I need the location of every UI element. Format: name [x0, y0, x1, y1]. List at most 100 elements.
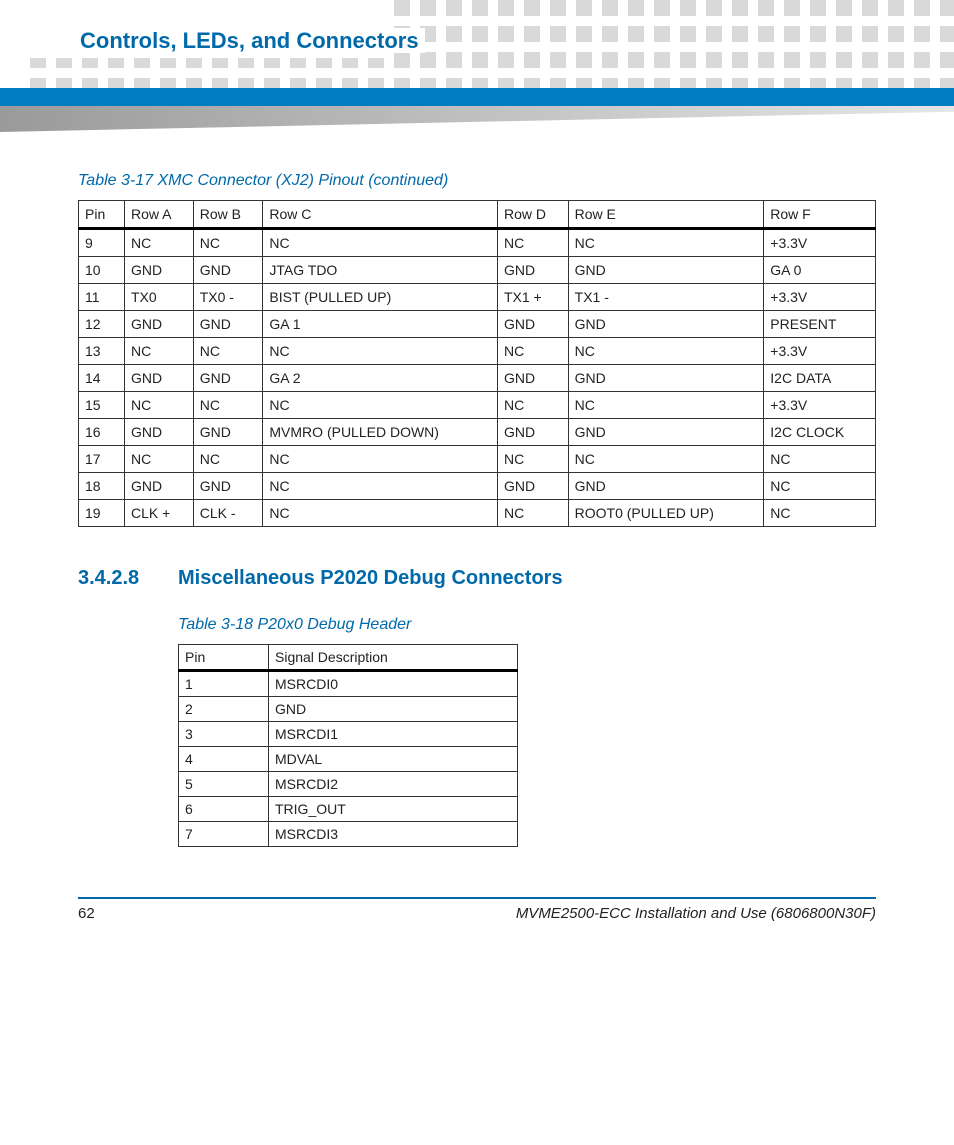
- table-cell: GND: [193, 473, 263, 500]
- table-cell: NC: [497, 392, 568, 419]
- table-header-cell: Row C: [263, 201, 498, 229]
- table-cell: GND: [125, 365, 194, 392]
- table-cell: 16: [79, 419, 125, 446]
- table-cell: GND: [193, 257, 263, 284]
- table-cell: TX0: [125, 284, 194, 311]
- table-cell: PRESENT: [764, 311, 876, 338]
- table-row: 19CLK +CLK -NCNCROOT0 (PULLED UP)NC: [79, 500, 876, 527]
- table-cell: GND: [497, 311, 568, 338]
- table-row: 10GNDGNDJTAG TDOGNDGNDGA 0: [79, 257, 876, 284]
- chapter-title-wrap: Controls, LEDs, and Connectors: [0, 0, 425, 58]
- table-row: 18GNDGNDNCGNDGNDNC: [79, 473, 876, 500]
- table-header-cell: Pin: [79, 201, 125, 229]
- table-cell: NC: [263, 229, 498, 257]
- table-row: 9NCNCNCNCNC+3.3V: [79, 229, 876, 257]
- table-cell: +3.3V: [764, 229, 876, 257]
- table-row: 6TRIG_OUT: [179, 797, 518, 822]
- table-header-row: PinSignal Description: [179, 645, 518, 671]
- table-cell: NC: [125, 446, 194, 473]
- table-cell: GND: [568, 419, 764, 446]
- table-cell: 10: [79, 257, 125, 284]
- table2-caption: Table 3-18 P20x0 Debug Header: [178, 616, 876, 634]
- table-cell: 1: [179, 671, 269, 697]
- table-cell: GND: [568, 365, 764, 392]
- table-cell: 15: [79, 392, 125, 419]
- table-cell: MSRCDI3: [269, 822, 518, 847]
- table-cell: NC: [568, 446, 764, 473]
- table-cell: GA 2: [263, 365, 498, 392]
- table-cell: GND: [193, 311, 263, 338]
- header-divider: [0, 88, 954, 132]
- table-cell: GND: [125, 311, 194, 338]
- table-cell: 12: [79, 311, 125, 338]
- table-row: 5MSRCDI2: [179, 772, 518, 797]
- table-cell: TX1 +: [497, 284, 568, 311]
- table-cell: TRIG_OUT: [269, 797, 518, 822]
- table-cell: 14: [79, 365, 125, 392]
- table-cell: BIST (PULLED UP): [263, 284, 498, 311]
- table-cell: GND: [497, 473, 568, 500]
- table-cell: TX0 -: [193, 284, 263, 311]
- table-cell: MSRCDI1: [269, 722, 518, 747]
- table-cell: GND: [125, 257, 194, 284]
- table-cell: I2C CLOCK: [764, 419, 876, 446]
- table-row: 11TX0TX0 -BIST (PULLED UP)TX1 +TX1 -+3.3…: [79, 284, 876, 311]
- table2-head: PinSignal Description: [179, 645, 518, 671]
- table-row: 13NCNCNCNCNC+3.3V: [79, 338, 876, 365]
- table-header-cell: Signal Description: [269, 645, 518, 671]
- table-cell: NC: [263, 392, 498, 419]
- table-cell: GND: [193, 365, 263, 392]
- blue-bar: [0, 88, 954, 106]
- table-cell: 19: [79, 500, 125, 527]
- table-cell: NC: [764, 500, 876, 527]
- footer-rule: [78, 897, 876, 899]
- table-cell: GND: [497, 419, 568, 446]
- table-cell: NC: [193, 446, 263, 473]
- table-cell: 2: [179, 697, 269, 722]
- table1-caption: Table 3-17 XMC Connector (XJ2) Pinout (c…: [78, 172, 876, 190]
- table-cell: MDVAL: [269, 747, 518, 772]
- table2-body: 1MSRCDI02GND3MSRCDI14MDVAL5MSRCDI26TRIG_…: [179, 671, 518, 847]
- table-cell: MSRCDI0: [269, 671, 518, 697]
- table-header-row: PinRow ARow BRow CRow DRow ERow F: [79, 201, 876, 229]
- table1-body: 9NCNCNCNCNC+3.3V10GNDGNDJTAG TDOGNDGNDGA…: [79, 229, 876, 527]
- table-row: 2GND: [179, 697, 518, 722]
- table-cell: +3.3V: [764, 338, 876, 365]
- table-cell: NC: [125, 338, 194, 365]
- table-row: 12GNDGNDGA 1GNDGNDPRESENT: [79, 311, 876, 338]
- table-cell: NC: [497, 500, 568, 527]
- table-cell: GND: [568, 257, 764, 284]
- section-heading: 3.4.2.8 Miscellaneous P2020 Debug Connec…: [78, 567, 876, 590]
- table-cell: +3.3V: [764, 284, 876, 311]
- table-cell: GND: [193, 419, 263, 446]
- page-footer: 62 MVME2500-ECC Installation and Use (68…: [78, 897, 876, 922]
- page-number: 62: [78, 905, 95, 922]
- table-cell: GND: [497, 365, 568, 392]
- table-cell: +3.3V: [764, 392, 876, 419]
- footer-line: 62 MVME2500-ECC Installation and Use (68…: [78, 905, 876, 922]
- table-cell: NC: [263, 446, 498, 473]
- table-row: 3MSRCDI1: [179, 722, 518, 747]
- table-row: 14GNDGNDGA 2GNDGNDI2C DATA: [79, 365, 876, 392]
- table-row: 17NCNCNCNCNCNC: [79, 446, 876, 473]
- table-header-cell: Pin: [179, 645, 269, 671]
- table-header-cell: Row E: [568, 201, 764, 229]
- table-cell: 11: [79, 284, 125, 311]
- table-cell: ROOT0 (PULLED UP): [568, 500, 764, 527]
- table-cell: NC: [125, 392, 194, 419]
- table-cell: NC: [497, 446, 568, 473]
- table-cell: NC: [263, 338, 498, 365]
- table-cell: 7: [179, 822, 269, 847]
- table1-head: PinRow ARow BRow CRow DRow ERow F: [79, 201, 876, 229]
- table-cell: 13: [79, 338, 125, 365]
- table-cell: NC: [193, 392, 263, 419]
- table-cell: GND: [125, 419, 194, 446]
- table-cell: NC: [764, 446, 876, 473]
- table-header-cell: Row B: [193, 201, 263, 229]
- table-cell: 18: [79, 473, 125, 500]
- xmc-pinout-table: PinRow ARow BRow CRow DRow ERow F 9NCNCN…: [78, 200, 876, 527]
- debug-header-table: PinSignal Description 1MSRCDI02GND3MSRCD…: [178, 644, 518, 847]
- table-cell: NC: [497, 338, 568, 365]
- table-cell: GA 0: [764, 257, 876, 284]
- table-cell: NC: [193, 229, 263, 257]
